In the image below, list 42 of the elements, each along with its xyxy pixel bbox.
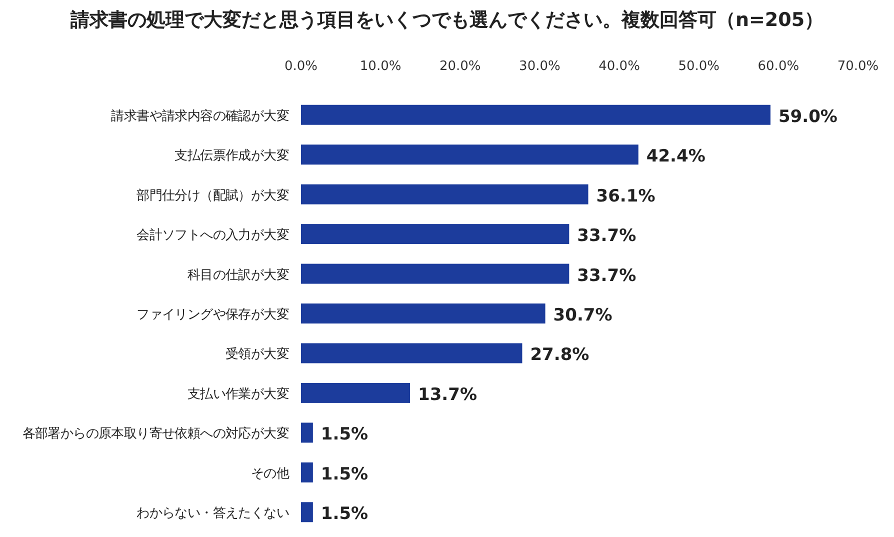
bar — [301, 422, 313, 443]
y-tick-label: 支払い作業が大変 — [187, 386, 290, 402]
x-tick-label: 10.0% — [360, 59, 402, 74]
data-label: 1.5% — [320, 424, 368, 445]
x-tick-label: 70.0% — [837, 59, 879, 74]
y-tick-label: 部門仕分け（配賦）が大変 — [136, 187, 290, 204]
y-tick-label: 各部署からの原本取り寄せ依頼への対応が大変 — [22, 426, 290, 442]
bar — [301, 304, 546, 324]
data-label: 36.1% — [596, 186, 656, 206]
x-tick-label: 0.0% — [284, 59, 318, 74]
x-tick-label: 40.0% — [598, 59, 640, 74]
data-label: 1.5% — [320, 464, 368, 484]
data-label: 42.4% — [646, 146, 706, 167]
bar — [301, 144, 638, 165]
bar — [301, 462, 313, 482]
bar — [301, 224, 570, 244]
x-tick-label: 20.0% — [439, 59, 481, 74]
bar — [301, 264, 570, 284]
x-tick-label: 60.0% — [758, 59, 800, 74]
data-label: 1.5% — [320, 504, 368, 524]
bar — [301, 502, 313, 522]
x-tick-label: 50.0% — [678, 59, 720, 74]
bar — [301, 382, 410, 403]
chart-title: 請求書の処理で大変だと思う項目をいくつでも選んでください。複数回答可（n=205） — [69, 9, 824, 31]
y-tick-label: わからない・答えたくない — [136, 506, 290, 522]
data-label: 33.7% — [577, 226, 636, 246]
y-tick-label: その他 — [250, 466, 290, 482]
x-tick-label: 30.0% — [519, 59, 560, 74]
y-tick-label: 受領が大変 — [225, 346, 290, 362]
y-tick-label: 会計ソフトへの入力が大変 — [136, 227, 290, 244]
y-tick-label: 支払伝票作成が大変 — [174, 148, 290, 164]
data-label: 13.7% — [418, 384, 477, 405]
data-label: 59.0% — [778, 106, 838, 127]
y-tick-label: 科目の仕訳が大変 — [187, 266, 290, 283]
y-tick-label: 請求書や請求内容の確認が大変 — [111, 108, 290, 124]
data-label: 30.7% — [553, 306, 612, 326]
data-label: 33.7% — [577, 266, 636, 286]
data-label: 27.8% — [530, 345, 590, 366]
bar — [301, 343, 522, 364]
bar — [301, 184, 588, 204]
bar — [301, 104, 770, 125]
y-tick-label: ファイリングや保存が大変 — [136, 306, 290, 322]
